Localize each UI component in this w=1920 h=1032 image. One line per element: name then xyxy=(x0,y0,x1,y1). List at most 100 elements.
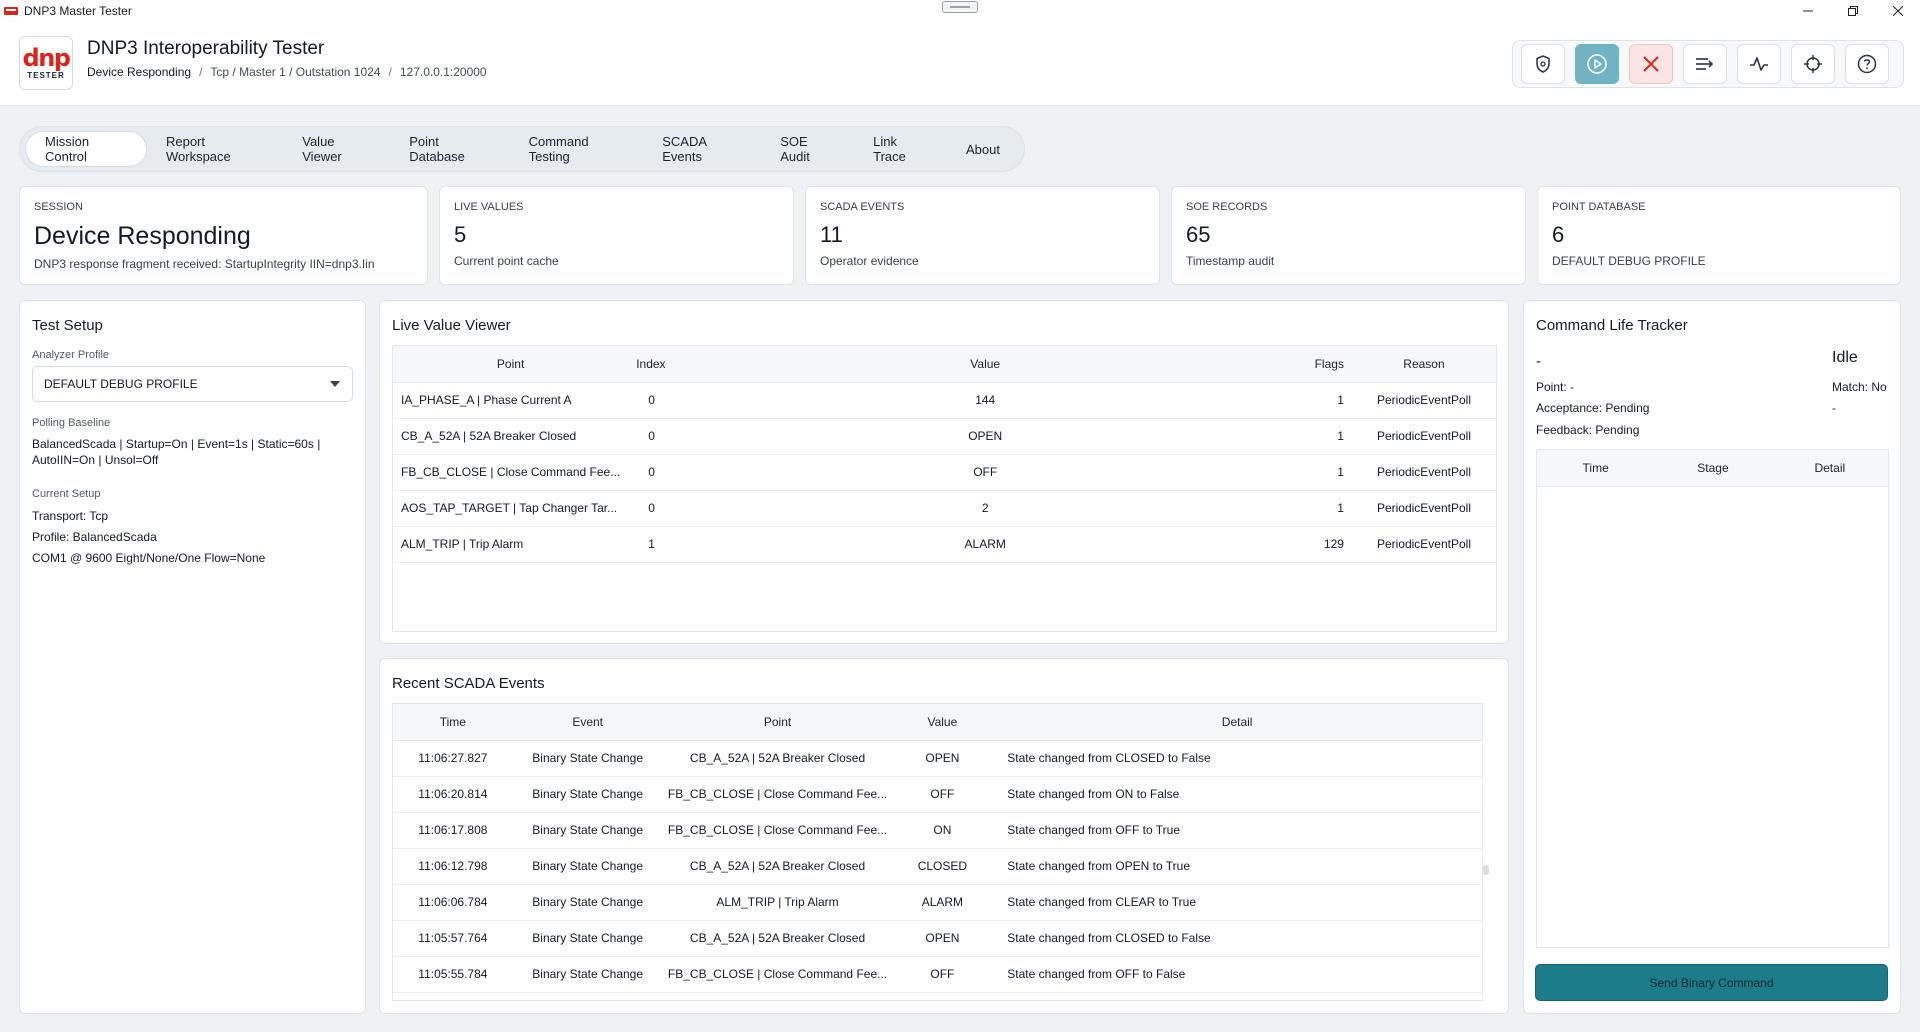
cell-value: OFF xyxy=(707,454,1264,491)
table-row[interactable]: 11:06:12.798 Binary State Change CB_A_52… xyxy=(393,848,1482,885)
card-label: POINT DATABASE xyxy=(1552,201,1646,213)
close-icon xyxy=(1892,6,1903,16)
main-tabs: Mission Control Report Workspace Value V… xyxy=(19,126,1025,172)
command-name: - xyxy=(1536,353,1541,370)
command-life-tracker-panel: Command Life Tracker - Idle Point: - Mat… xyxy=(1523,300,1901,1014)
table-row[interactable]: AOS_TAP_TARGET | Tap Changer Tar... 0 2 … xyxy=(393,490,1496,527)
live-values-card: LIVE VALUES 5 Current point cache xyxy=(439,186,794,285)
window-close-button[interactable] xyxy=(1875,0,1920,22)
drag-handle[interactable] xyxy=(942,1,978,13)
tab-about[interactable]: About xyxy=(966,141,1000,157)
recent-scada-events-panel: Recent SCADA Events Time Event Point Val… xyxy=(379,658,1509,1014)
cell-point: ALM_TRIP | Trip Alarm xyxy=(393,526,629,563)
col-value[interactable]: Value xyxy=(892,704,993,741)
point-database-card: POINT DATABASE 6 DEFAULT DEBUG PROFILE xyxy=(1537,186,1901,285)
cell-value: OPEN xyxy=(892,920,993,957)
command-stage-table: Time Stage Detail xyxy=(1536,449,1889,948)
tab-link-trace[interactable]: Link Trace xyxy=(873,134,906,164)
panel-title: Test Setup xyxy=(32,317,103,334)
cell-index: 0 xyxy=(628,490,708,527)
table-row[interactable]: ALM_TRIP | Trip Alarm 1 ALARM 129 Period… xyxy=(393,526,1496,563)
cell-flags: 1 xyxy=(1263,382,1352,419)
card-value: 6 xyxy=(1552,222,1565,247)
col-point[interactable]: Point xyxy=(393,346,629,383)
table-row[interactable]: 11:06:27.827 Binary State Change CB_A_52… xyxy=(393,740,1482,777)
session-status: Device Responding xyxy=(34,222,251,250)
activity-button[interactable] xyxy=(1737,44,1781,84)
tab-soe-audit[interactable]: SOE Audit xyxy=(780,134,810,164)
minimize-button[interactable] xyxy=(1785,0,1830,22)
breadcrumb: Device Responding / Tcp / Master 1 / Out… xyxy=(87,65,487,79)
target-button[interactable] xyxy=(1791,44,1835,84)
col-value[interactable]: Value xyxy=(707,346,1264,383)
crosshair-icon xyxy=(1804,55,1822,73)
col-point[interactable]: Point xyxy=(662,704,893,741)
shield-button[interactable] xyxy=(1521,44,1565,84)
col-index[interactable]: Index xyxy=(628,346,708,383)
stop-button[interactable] xyxy=(1629,44,1673,84)
cell-reason: PeriodicEventPoll xyxy=(1351,490,1496,527)
app-logo-icon xyxy=(4,4,18,18)
col-event[interactable]: Event xyxy=(512,704,663,741)
logo-mark: dnp xyxy=(22,43,71,72)
panel-title: Recent SCADA Events xyxy=(392,675,545,692)
cell-value: 2 xyxy=(707,490,1264,527)
session-detail: DNP3 response fragment received: Startup… xyxy=(34,257,375,271)
table-row[interactable]: IA_PHASE_A | Phase Current A 0 144 1 Per… xyxy=(393,382,1496,419)
tab-point-database[interactable]: Point Database xyxy=(409,134,465,164)
cell-point: FB_CB_CLOSE | Close Command Fee... xyxy=(662,956,893,993)
table-row[interactable]: FB_CB_CLOSE | Close Command Fee... 0 OFF… xyxy=(393,454,1496,491)
breadcrumb-path: Tcp / Master 1 / Outstation 1024 xyxy=(210,65,381,79)
cell-reason: PeriodicEventPoll xyxy=(1351,418,1496,455)
cell-detail: State changed from CLOSED to False xyxy=(992,920,1482,957)
cell-point: AOS_TAP_TARGET | Tap Changer Tar... xyxy=(393,490,629,527)
cell-index: 0 xyxy=(628,382,708,419)
cell-point: CB_A_52A | 52A Breaker Closed xyxy=(662,920,893,957)
send-binary-command-button[interactable]: Send Binary Command xyxy=(1535,964,1888,1001)
table-row[interactable]: 11:06:20.814 Binary State Change FB_CB_C… xyxy=(393,776,1482,813)
col-stage[interactable]: Stage xyxy=(1654,450,1772,487)
tab-value-viewer[interactable]: Value Viewer xyxy=(302,134,342,164)
cell-time: 11:06:12.798 xyxy=(393,848,513,885)
table-row[interactable]: 11:06:06.784 Binary State Change ALM_TRI… xyxy=(393,884,1482,921)
col-detail[interactable]: Detail xyxy=(992,704,1482,741)
tab-command-testing[interactable]: Command Testing xyxy=(528,134,589,164)
events-scrollbar[interactable] xyxy=(1483,865,1489,875)
table-header-row: Point Index Value Flags Reason xyxy=(393,346,1496,383)
tab-mission-control[interactable]: Mission Control xyxy=(25,131,147,167)
col-time[interactable]: Time xyxy=(1537,450,1655,487)
card-value: 5 xyxy=(454,222,467,247)
col-flags[interactable]: Flags xyxy=(1263,346,1352,383)
card-sub: DEFAULT DEBUG PROFILE xyxy=(1552,254,1706,268)
table-row[interactable]: 11:05:57.764 Binary State Change CB_A_52… xyxy=(393,920,1482,957)
command-state: Idle xyxy=(1832,349,1858,366)
table-row[interactable]: 11:06:17.808 Binary State Change FB_CB_C… xyxy=(393,812,1482,849)
cell-time: 11:06:06.784 xyxy=(393,884,513,921)
col-detail[interactable]: Detail xyxy=(1771,450,1888,487)
start-button[interactable] xyxy=(1575,44,1619,84)
cell-time: 11:06:27.827 xyxy=(393,740,513,777)
col-reason[interactable]: Reason xyxy=(1351,346,1496,383)
cell-detail: State changed from OFF to False xyxy=(992,956,1482,993)
cell-value: 144 xyxy=(707,382,1264,419)
table-row[interactable]: 11:05:55.784 Binary State Change FB_CB_C… xyxy=(393,956,1482,993)
analyzer-profile-select[interactable]: DEFAULT DEBUG PROFILE xyxy=(32,366,353,402)
cell-reason: PeriodicEventPoll xyxy=(1351,454,1496,491)
cell-point: FB_CB_CLOSE | Close Command Fee... xyxy=(662,776,893,813)
tab-report-workspace[interactable]: Report Workspace xyxy=(165,134,231,164)
scada-events-table: Time Event Point Value Detail 11:06:27.8… xyxy=(392,703,1483,1001)
restore-button[interactable] xyxy=(1830,0,1875,22)
tab-scada-events[interactable]: SCADA Events xyxy=(662,134,707,164)
card-value: 65 xyxy=(1186,222,1211,247)
cell-detail: State changed from OPEN to True xyxy=(992,848,1482,885)
current-setup-transport: Transport: Tcp xyxy=(32,509,109,523)
pulse-icon xyxy=(1750,57,1768,71)
cell-value: ALARM xyxy=(892,884,993,921)
table-row[interactable]: CB_A_52A | 52A Breaker Closed 0 OPEN 1 P… xyxy=(393,418,1496,455)
help-button[interactable] xyxy=(1845,44,1889,84)
panel-title: Live Value Viewer xyxy=(392,317,511,334)
col-time[interactable]: Time xyxy=(393,704,513,741)
cell-time: 11:06:17.808 xyxy=(393,812,513,849)
current-setup-profile: Profile: BalancedScada xyxy=(32,530,157,544)
log-button[interactable] xyxy=(1683,44,1727,84)
